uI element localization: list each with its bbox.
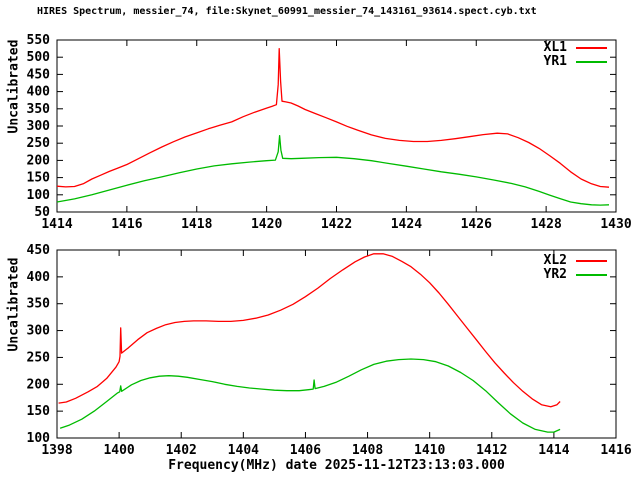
x-tick-label: 1418 [181, 217, 212, 232]
x-tick-label: 1420 [251, 217, 282, 232]
x-tick-label: 1416 [111, 217, 142, 232]
x-tick-label: 1426 [461, 217, 492, 232]
y-tick-label: 100 [27, 431, 51, 446]
y-tick-label: 150 [27, 404, 51, 419]
x-tick-label: 1402 [166, 443, 197, 458]
y-tick-label: 50 [34, 205, 50, 220]
top-plot-ylabel: Uncalibrated [6, 39, 22, 134]
y-tick-label: 550 [27, 33, 51, 48]
legend-row-yr2: YR2 [544, 268, 607, 282]
top-plot-legend: XL1 YR1 [544, 41, 607, 69]
legend-line-xl1 [576, 47, 607, 49]
y-tick-label: 100 [27, 188, 51, 203]
y-tick-label: 450 [27, 243, 51, 258]
bottom-plot-ylabel: Uncalibrated [6, 257, 22, 352]
x-tick-label: 1416 [600, 443, 631, 458]
x-tick-label: 1412 [476, 443, 507, 458]
y-tick-label: 400 [27, 270, 51, 285]
x-tick-label: 1398 [41, 443, 72, 458]
x-tick-label: 1400 [103, 443, 134, 458]
bottom-plot-xlabel: Frequency(MHz) date 2025-11-12T23:13:03.… [168, 458, 505, 473]
chart-title: HIRES Spectrum, messier_74, file:Skynet_… [37, 6, 537, 17]
y-tick-label: 350 [27, 102, 51, 117]
legend-label-yr2: YR2 [543, 267, 567, 282]
series-XL2 [58, 253, 561, 408]
plot-border-top [56, 39, 617, 213]
series-YR1 [56, 134, 610, 206]
x-tick-label: 1408 [352, 443, 383, 458]
bottom-plot-legend: XL2 YR2 [544, 254, 607, 282]
legend-line-xl2 [576, 260, 607, 262]
y-tick-label: 300 [27, 119, 51, 134]
legend-label-xl1: XL1 [543, 40, 567, 55]
y-tick-label: 300 [27, 324, 51, 339]
plot-border-bottom [56, 249, 617, 439]
y-tick-label: 250 [27, 136, 51, 151]
legend-label-xl2: XL2 [543, 253, 567, 268]
series-YR2 [59, 358, 561, 433]
x-tick-label: 1422 [321, 217, 352, 232]
series-XL1 [56, 47, 610, 188]
x-tick-label: 1414 [538, 443, 569, 458]
x-tick-label: 1410 [414, 443, 445, 458]
x-tick-label: 1414 [41, 217, 72, 232]
y-tick-label: 150 [27, 171, 51, 186]
x-tick-label: 1406 [290, 443, 321, 458]
legend-line-yr1 [576, 61, 607, 63]
y-tick-label: 450 [27, 67, 51, 82]
x-tick-label: 1424 [391, 217, 422, 232]
x-tick-label: 1428 [530, 217, 561, 232]
legend-row-yr1: YR1 [544, 55, 607, 69]
y-tick-label: 250 [27, 350, 51, 365]
x-tick-label: 1404 [228, 443, 259, 458]
y-tick-label: 400 [27, 85, 51, 100]
legend-row-xl1: XL1 [544, 41, 607, 55]
y-tick-label: 500 [27, 50, 51, 65]
y-tick-label: 350 [27, 297, 51, 312]
y-tick-label: 200 [27, 153, 51, 168]
y-tick-label: 200 [27, 377, 51, 392]
legend-line-yr2 [576, 274, 607, 276]
legend-label-yr1: YR1 [543, 54, 567, 69]
x-tick-label: 1430 [600, 217, 631, 232]
legend-row-xl2: XL2 [544, 254, 607, 268]
